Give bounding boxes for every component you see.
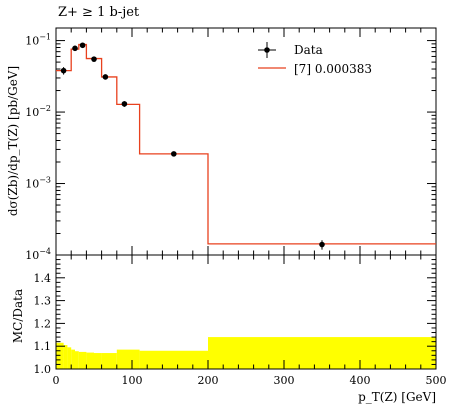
ratio-band-bin bbox=[56, 342, 64, 369]
ratio-band-bin bbox=[116, 349, 140, 369]
data-point bbox=[91, 56, 97, 62]
main-plot-frame bbox=[55, 27, 437, 256]
x-tick-label: 0 bbox=[53, 374, 60, 387]
main-ticks: 10−1 10−2 10−3 10−4 bbox=[25, 28, 437, 262]
ratio-band-bin bbox=[86, 352, 94, 369]
legend-data-label: Data bbox=[294, 43, 323, 57]
ratio-y-tick-label: 1.0 bbox=[34, 363, 52, 376]
ratio-band-bin bbox=[75, 351, 79, 369]
ratio-y-tick-label: 1.3 bbox=[34, 295, 52, 308]
legend-data-marker bbox=[264, 47, 270, 53]
data-point bbox=[60, 67, 67, 74]
x-tick-label: 200 bbox=[198, 374, 219, 387]
legend: Data [7] 0.000383 bbox=[258, 42, 372, 76]
data-point bbox=[102, 74, 109, 80]
x-axis-label: p_T(Z) [GeV] bbox=[358, 390, 436, 404]
ratio-band bbox=[56, 337, 436, 369]
x-tick-label: 400 bbox=[350, 374, 371, 387]
ratio-y-tick-label: 1.1 bbox=[34, 340, 52, 353]
x-tick-label: 100 bbox=[122, 374, 143, 387]
x-tick-label: 500 bbox=[426, 374, 447, 387]
chart-title: Z+ ≥ 1 b-jet bbox=[58, 5, 140, 20]
mc-step-line bbox=[56, 43, 436, 245]
ratio-band-bin bbox=[71, 349, 75, 369]
main-y-tick-label: 10−1 bbox=[25, 33, 51, 48]
legend-mc-label: [7] 0.000383 bbox=[294, 62, 372, 76]
ratio-y-tick-label: 1.4 bbox=[34, 272, 52, 285]
ratio-band-bin bbox=[94, 353, 102, 369]
ratio-y-tick-label: 1.2 bbox=[34, 317, 52, 330]
main-y-tick-label: 10−2 bbox=[25, 104, 51, 119]
data-point bbox=[319, 241, 325, 248]
x-tick-label: 300 bbox=[274, 374, 295, 387]
data-point bbox=[171, 151, 177, 157]
ratio-band-bin bbox=[208, 337, 436, 369]
ratio-band-bin bbox=[101, 353, 117, 369]
ratio-band-bin bbox=[67, 347, 72, 369]
ratio-ticks: 1.0 1.1 1.2 1.3 1.4 0 100 200 300 400 500 bbox=[34, 254, 447, 387]
data-point bbox=[79, 42, 86, 49]
ratio-band-bin bbox=[139, 350, 208, 369]
ratio-y-axis-label: MC/Data bbox=[11, 289, 25, 343]
main-y-tick-label: 10−3 bbox=[25, 176, 51, 191]
ratio-plot-frame bbox=[55, 254, 437, 370]
ratio-band-bin bbox=[63, 345, 68, 369]
data-point bbox=[121, 101, 128, 107]
mc-step-path bbox=[56, 43, 436, 245]
data-point bbox=[72, 45, 78, 52]
main-y-tick-label: 10−4 bbox=[25, 247, 51, 262]
main-y-axis-label: dσ(Zb)/dp_T(Z) [pb/GeV] bbox=[6, 66, 20, 216]
ratio-band-bin bbox=[78, 351, 87, 369]
data-points bbox=[60, 42, 325, 250]
